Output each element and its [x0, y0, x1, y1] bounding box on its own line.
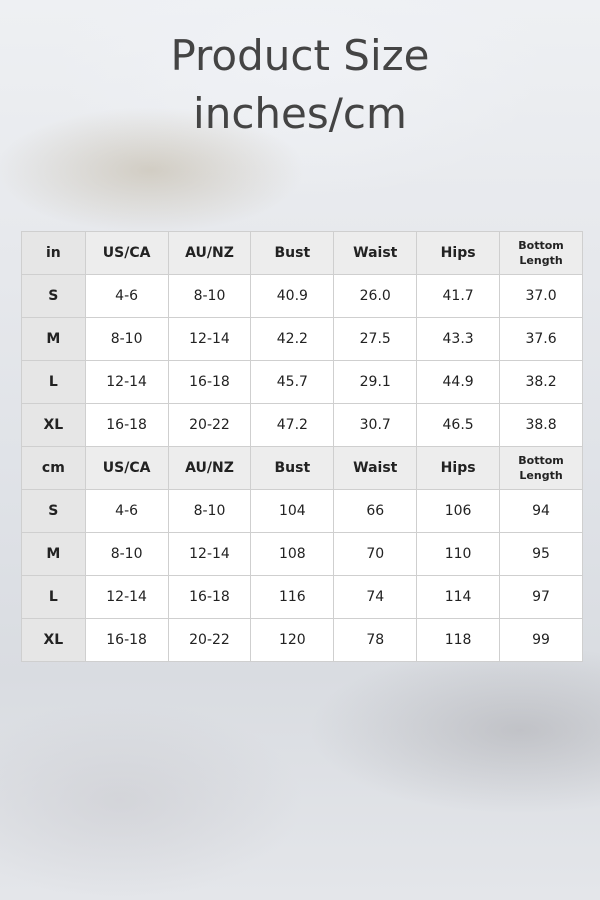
table-row: M 8-10 12-14 108 70 110 95 [21, 532, 583, 576]
table-cell: 74 [333, 575, 418, 619]
column-header: Bottom Length [499, 231, 583, 275]
table-cell: 104 [250, 489, 335, 533]
table-cell: 41.7 [416, 274, 501, 318]
table-cell: 29.1 [333, 360, 418, 404]
table-cell: 45.7 [250, 360, 335, 404]
table-cell: 8-10 [84, 532, 169, 576]
table-cell: 120 [250, 618, 335, 662]
table-cell: 16-18 [84, 618, 169, 662]
header-row-in: in US/CA AU/NZ Bust Waist Hips Bottom Length [21, 231, 583, 275]
table-cell: 30.7 [333, 403, 418, 447]
table-cell: 38.8 [499, 403, 583, 447]
table-cell: 4-6 [84, 489, 169, 533]
column-header: US/CA [84, 231, 169, 275]
column-header: AU/NZ [167, 446, 252, 490]
table-cell: 37.0 [499, 274, 583, 318]
size-label: M [21, 317, 86, 361]
table-cell: 12-14 [84, 360, 169, 404]
table-cell: 44.9 [416, 360, 501, 404]
table-cell: 94 [499, 489, 583, 533]
table-cell: 42.2 [250, 317, 335, 361]
size-label: XL [21, 618, 86, 662]
size-label: XL [21, 403, 86, 447]
size-chart-table: in US/CA AU/NZ Bust Waist Hips Bottom Length S 4… [21, 231, 583, 662]
size-label: L [21, 360, 86, 404]
table-cell: 106 [416, 489, 501, 533]
table-cell: 37.6 [499, 317, 583, 361]
table-cell: 20-22 [167, 403, 252, 447]
table-row: XL 16-18 20-22 47.2 30.7 46.5 38.8 [21, 403, 583, 447]
column-header: Waist [333, 446, 418, 490]
table-row: XL 16-18 20-22 120 78 118 99 [21, 618, 583, 662]
table-cell: 70 [333, 532, 418, 576]
table-cell: 20-22 [167, 618, 252, 662]
table-cell: 16-18 [84, 403, 169, 447]
table-cell: 8-10 [167, 274, 252, 318]
unit-label: in [21, 231, 86, 275]
size-label: S [21, 274, 86, 318]
table-row: S 4-6 8-10 104 66 106 94 [21, 489, 583, 533]
table-row: S 4-6 8-10 40.9 26.0 41.7 37.0 [21, 274, 583, 318]
table-cell: 99 [499, 618, 583, 662]
table-cell: 46.5 [416, 403, 501, 447]
table-cell: 8-10 [167, 489, 252, 533]
page-subtitle: inches/cm [193, 89, 407, 138]
column-header: Hips [416, 231, 501, 275]
table-cell: 26.0 [333, 274, 418, 318]
table-row: M 8-10 12-14 42.2 27.5 43.3 37.6 [21, 317, 583, 361]
column-header: AU/NZ [167, 231, 252, 275]
table-cell: 12-14 [167, 317, 252, 361]
table-cell: 12-14 [84, 575, 169, 619]
column-header: Hips [416, 446, 501, 490]
table-cell: 97 [499, 575, 583, 619]
table-cell: 66 [333, 489, 418, 533]
column-header: Bust [250, 231, 335, 275]
table-cell: 4-6 [84, 274, 169, 318]
table-cell: 38.2 [499, 360, 583, 404]
size-label: M [21, 532, 86, 576]
table-cell: 43.3 [416, 317, 501, 361]
table-cell: 118 [416, 618, 501, 662]
table-cell: 95 [499, 532, 583, 576]
column-header: Bust [250, 446, 335, 490]
table-cell: 47.2 [250, 403, 335, 447]
unit-label: cm [21, 446, 86, 490]
table-cell: 114 [416, 575, 501, 619]
table-row: L 12-14 16-18 116 74 114 97 [21, 575, 583, 619]
column-header: US/CA [84, 446, 169, 490]
table-cell: 8-10 [84, 317, 169, 361]
table-cell: 78 [333, 618, 418, 662]
header-row-cm: cm US/CA AU/NZ Bust Waist Hips Bottom Length [21, 446, 583, 490]
table-cell: 16-18 [167, 360, 252, 404]
page-title: Product Size [170, 31, 430, 80]
table-row: L 12-14 16-18 45.7 29.1 44.9 38.2 [21, 360, 583, 404]
table-cell: 27.5 [333, 317, 418, 361]
table-cell: 12-14 [167, 532, 252, 576]
table-cell: 110 [416, 532, 501, 576]
table-cell: 108 [250, 532, 335, 576]
column-header: Bottom Length [499, 446, 583, 490]
size-label: S [21, 489, 86, 533]
table-cell: 40.9 [250, 274, 335, 318]
table-cell: 116 [250, 575, 335, 619]
size-label: L [21, 575, 86, 619]
table-cell: 16-18 [167, 575, 252, 619]
column-header: Waist [333, 231, 418, 275]
